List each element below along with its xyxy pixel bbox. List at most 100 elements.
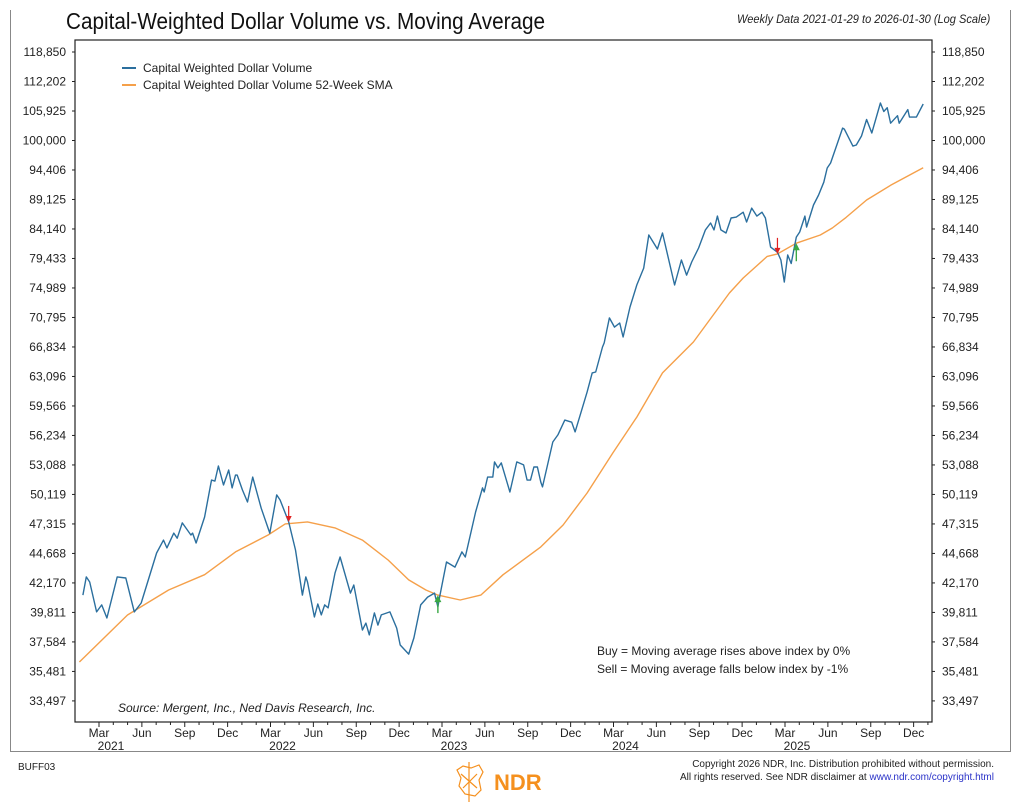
x-tick-label: Mar	[775, 726, 796, 740]
chart-code: BUFF03	[18, 762, 56, 773]
y-tick-label-left: 63,096	[29, 369, 66, 383]
y-tick-label-left: 50,119	[30, 487, 66, 501]
copyright-line2: All rights reserved. See NDR disclaimer …	[679, 772, 870, 783]
source-note: Source: Mergent, Inc., Ned Davis Researc…	[118, 701, 376, 715]
y-tick-label-right: 66,834	[942, 340, 979, 354]
sell-arrow-icon	[774, 247, 781, 254]
y-tick-label-right: 50,119	[942, 487, 978, 501]
x-tick-label: Dec	[903, 726, 924, 740]
y-tick-label-right: 84,140	[942, 222, 979, 236]
x-tick-label: Jun	[304, 726, 323, 740]
sell-rule: Sell = Moving average falls below index …	[597, 662, 849, 676]
y-tick-label-left: 89,125	[29, 192, 66, 206]
signal-arrows	[285, 237, 800, 614]
x-tick-label: Mar	[432, 726, 453, 740]
copyright: Copyright 2026 NDR, Inc. Distribution pr…	[680, 758, 994, 784]
chart-subtitle: Weekly Data 2021-01-29 to 2026-01-30 (Lo…	[736, 12, 990, 26]
x-tick-label: Mar	[260, 726, 281, 740]
x-tick-label: Dec	[731, 726, 752, 740]
y-tick-label-right: 56,234	[942, 428, 979, 442]
y-tick-label-right: 79,433	[942, 251, 979, 265]
x-tick-label: Mar	[603, 726, 624, 740]
y-tick-label-right: 112,202	[942, 74, 985, 88]
y-tick-label-left: 53,088	[29, 458, 66, 472]
chart-frame	[10, 10, 1011, 752]
y-tick-label-right: 63,096	[942, 369, 979, 383]
y-tick-label-right: 94,406	[942, 163, 979, 177]
sma-line	[78, 167, 924, 663]
y-tick-label-right: 105,925	[942, 104, 986, 118]
y-tick-label-left: 100,000	[23, 133, 67, 147]
buy-arrow-icon	[792, 243, 800, 251]
y-tick-label-right: 39,811	[942, 605, 978, 619]
x-tick-label: Jun	[818, 726, 837, 740]
y-axis: 118,850 118,850 112,202 112,202 105,925 105,9…	[23, 45, 986, 708]
y-tick-label-left: 56,234	[29, 428, 66, 442]
y-tick-label-left: 79,433	[29, 251, 66, 265]
y-tick-label-right: 100,000	[942, 133, 986, 147]
y-tick-label-left: 35,481	[29, 664, 66, 678]
sell-arrow-icon	[285, 515, 292, 522]
x-year-label: 2022	[269, 739, 296, 753]
x-tick-label: Jun	[475, 726, 494, 740]
disclaimer-link[interactable]: www.ndr.com/copyright.html	[869, 772, 995, 783]
y-tick-label-left: 33,497	[29, 694, 66, 708]
x-year-label: 2025	[784, 739, 811, 753]
x-year-label: 2024	[612, 739, 639, 753]
bull-icon: NDR	[456, 762, 542, 802]
buy-rule: Buy = Moving average rises above index b…	[597, 644, 851, 658]
y-tick-label-left: 39,811	[30, 605, 66, 619]
y-tick-label-right: 42,170	[942, 576, 979, 590]
plot-area	[74, 39, 933, 723]
x-tick-label: Dec	[388, 726, 409, 740]
y-tick-label-right: 37,584	[942, 635, 979, 649]
x-tick-label: Sep	[689, 726, 711, 740]
x-year-label: 2021	[98, 739, 125, 753]
y-tick-label-left: 84,140	[29, 222, 66, 236]
logo-text: NDR	[494, 770, 542, 795]
volume-line	[82, 102, 924, 655]
x-year-label: 2023	[441, 739, 468, 753]
x-tick-label: Dec	[560, 726, 581, 740]
series-lines	[78, 102, 924, 663]
y-tick-label-right: 118,850	[942, 45, 985, 59]
chart-title: Capital-Weighted Dollar Volume vs. Movin…	[66, 8, 546, 34]
x-tick-label: Sep	[517, 726, 539, 740]
x-tick-label: Jun	[647, 726, 666, 740]
y-tick-label-right: 33,497	[942, 694, 979, 708]
y-tick-label-left: 66,834	[29, 340, 66, 354]
y-tick-label-right: 53,088	[942, 458, 979, 472]
y-tick-label-right: 89,125	[942, 192, 979, 206]
x-tick-label: Sep	[860, 726, 882, 740]
y-tick-label-right: 35,481	[942, 664, 979, 678]
y-tick-label-left: 70,795	[29, 310, 66, 324]
x-tick-label: Dec	[217, 726, 238, 740]
y-tick-label-left: 74,989	[29, 281, 66, 295]
x-tick-label: Mar	[89, 726, 110, 740]
y-tick-label-right: 74,989	[942, 281, 979, 295]
y-tick-label-left: 94,406	[29, 163, 66, 177]
ndr-logo: NDR	[449, 760, 549, 802]
y-tick-label-left: 112,202	[24, 74, 67, 88]
y-tick-label-right: 47,315	[942, 517, 979, 531]
y-tick-label-left: 59,566	[29, 399, 66, 413]
legend: Capital Weighted Dollar Volume Capital W…	[122, 61, 393, 92]
x-tick-label: Jun	[132, 726, 151, 740]
y-tick-label-left: 47,315	[29, 517, 66, 531]
y-tick-label-right: 70,795	[942, 310, 979, 324]
legend-label-sma: Capital Weighted Dollar Volume 52-Week S…	[143, 78, 393, 92]
y-tick-label-left: 37,584	[29, 635, 66, 649]
x-tick-label: Sep	[174, 726, 196, 740]
copyright-line1: Copyright 2026 NDR, Inc. Distribution pr…	[692, 759, 994, 770]
y-tick-label-left: 118,850	[24, 45, 67, 59]
y-tick-label-left: 44,668	[29, 546, 66, 560]
y-tick-label-left: 105,925	[23, 104, 67, 118]
y-tick-label-left: 42,170	[29, 576, 66, 590]
legend-label-volume: Capital Weighted Dollar Volume	[143, 61, 313, 75]
y-tick-label-right: 59,566	[942, 399, 979, 413]
y-tick-label-right: 44,668	[942, 546, 979, 560]
buy-arrow-icon	[434, 595, 442, 603]
x-tick-label: Sep	[346, 726, 368, 740]
